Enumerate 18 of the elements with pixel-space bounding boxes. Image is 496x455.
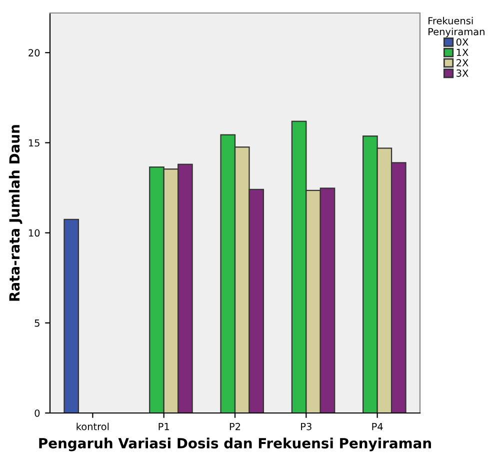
y-tick-label: 10 <box>28 229 40 237</box>
legend-title: Frekuensi Penyiraman <box>428 16 484 38</box>
bar <box>64 218 80 413</box>
x-tick-label: P2 <box>230 422 240 430</box>
x-axis-title: Pengaruh Variasi Dosis dan Frekuensi Penyiraman <box>39 438 431 452</box>
x-tick-label: P1 <box>158 423 169 430</box>
x-tick-label: P4 <box>372 423 383 430</box>
y-axis-title: Rata-rata Jumlah Daun <box>8 125 22 301</box>
x-tick-label: P3 <box>301 422 312 430</box>
y-tick-label: 5 <box>34 320 40 327</box>
legend-label: 2X <box>456 59 468 66</box>
x-tick-label: kontrol <box>76 422 109 430</box>
y-tick-label: 15 <box>28 139 40 147</box>
y-tick-label: 20 <box>28 49 40 56</box>
legend-label: 1X <box>456 48 468 56</box>
y-tick-label: 0 <box>34 409 40 417</box>
legend-label: 0X <box>456 38 468 46</box>
legend-label: 3X <box>456 69 468 77</box>
